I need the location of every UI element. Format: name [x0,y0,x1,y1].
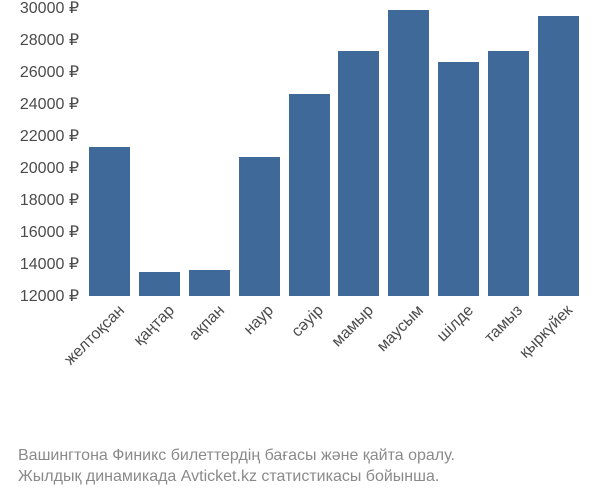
caption-line-2: Жылдық динамикада Avticket.kz статистика… [18,466,455,488]
x-axis-tick-label: маусым [374,302,428,356]
plot-area: 12000 ₽14000 ₽16000 ₽18000 ₽20000 ₽22000… [85,8,583,296]
y-axis-tick-label: 26000 ₽ [20,62,79,82]
y-axis-tick-label: 24000 ₽ [20,94,79,114]
y-axis-tick-label: 22000 ₽ [20,126,79,146]
x-axis-tick-label: қаңтар [131,302,179,350]
bar [488,51,529,296]
caption-line-1: Вашингтона Финикс билеттердің бағасы жән… [18,445,455,467]
x-axis-tick-label: ақпан [186,302,229,345]
bar [239,157,280,296]
chart-caption: Вашингтона Финикс билеттердің бағасы жән… [18,445,455,488]
bar [189,270,230,296]
price-bar-chart: 12000 ₽ 14000 ₽ 16000 ₽ 18000 ₽ 20000 ₽ 22000… [0,0,600,500]
bar [538,16,579,296]
bar [438,62,479,296]
y-axis-tick-label: 12000 ₽ [20,286,79,306]
x-axis-tick-label: наур [241,302,278,339]
y-axis-tick-label: 20000 ₽ [20,158,79,178]
y-axis-tick-label: 28000 ₽ [20,30,79,50]
x-axis-tick-label: сәуір [289,302,328,341]
bar [338,51,379,296]
y-axis-tick-label: 16000 ₽ [20,222,79,242]
y-axis-tick-label: 14000 ₽ [20,254,79,274]
y-axis-tick-label: 18000 ₽ [20,190,79,210]
x-axis-tick-label: желтоқсан [61,302,128,369]
x-axis-tick-label: қыркүйек [517,302,577,362]
bar [139,272,180,296]
x-axis-tick-label: мамыр [329,302,378,351]
bar [89,147,130,296]
x-axis-tick-label: тамыз [482,302,527,347]
bar [289,94,330,296]
bars-layer [85,8,583,296]
bar [388,10,429,296]
y-axis-tick-label: 30000 ₽ [20,0,79,18]
x-axis-tick-label: шілде [433,302,477,346]
